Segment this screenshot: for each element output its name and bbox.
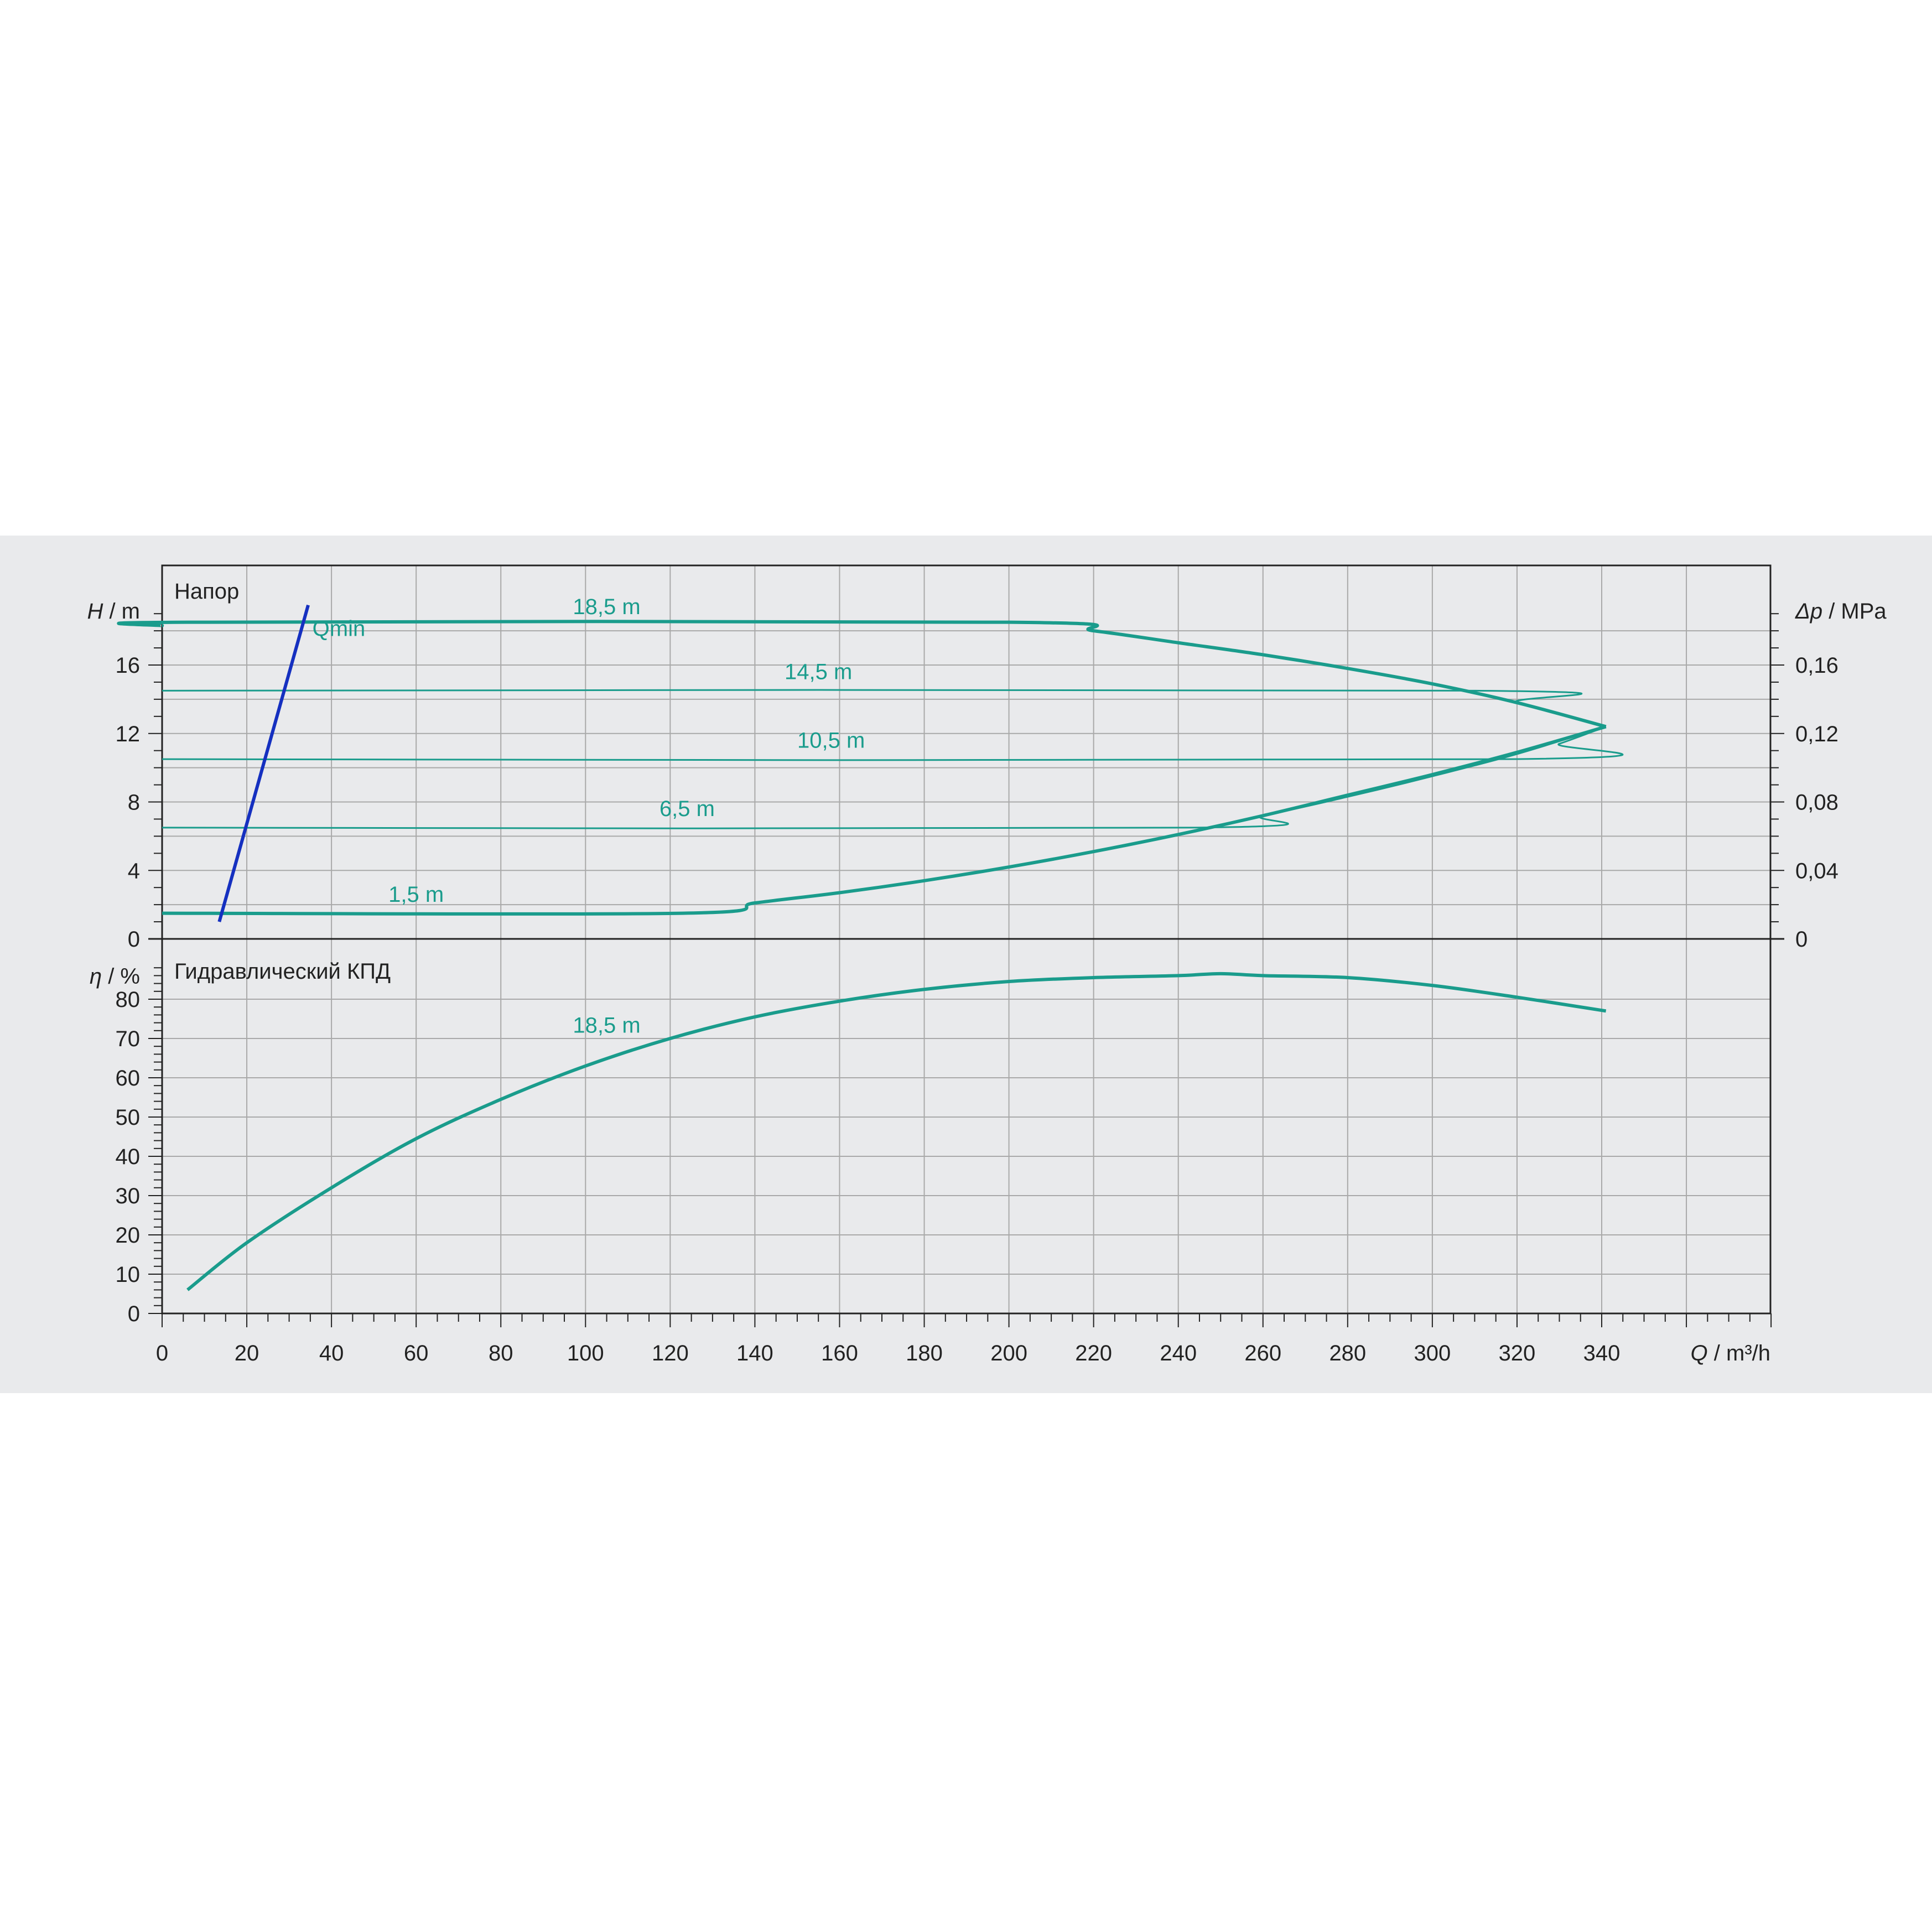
- eff-y-tick-label: 10: [116, 1263, 141, 1287]
- eff-chart-title: Гидравлический КПД: [174, 959, 391, 984]
- head-curve-185: [117, 620, 1607, 729]
- curves: [117, 604, 1624, 1291]
- head-y-tick-label: 12: [116, 722, 141, 746]
- eff-axis-title: η / %: [90, 964, 140, 989]
- pressure-y-tick-label: 0,16: [1795, 653, 1838, 678]
- x-tick-label: 300: [1414, 1341, 1451, 1365]
- pressure-y-tick-label: 0,12: [1795, 722, 1838, 746]
- head-chart-title: Напор: [174, 579, 239, 604]
- head-curve-label: 1,5 m: [388, 882, 444, 907]
- x-tick-label: 320: [1499, 1341, 1536, 1365]
- pressure-y-tick-label: 0: [1795, 927, 1808, 952]
- head-curve-label: 18,5 m: [573, 595, 640, 619]
- x-tick-label: 120: [652, 1341, 689, 1365]
- eff-y-tick-label: 0: [128, 1302, 140, 1326]
- head-curve-label: 10,5 m: [797, 728, 865, 752]
- head-axis-title: H / m: [87, 599, 140, 624]
- head-curve-label: 6,5 m: [659, 797, 715, 821]
- x-tick-label: 200: [990, 1341, 1027, 1365]
- x-tick-label: 140: [736, 1341, 773, 1365]
- head-chart-grid: [162, 565, 1770, 939]
- head-curve-145: [162, 689, 1607, 728]
- pressure-y-tick-label: 0,04: [1795, 859, 1838, 883]
- x-tick-label: 40: [319, 1341, 344, 1365]
- eff-y-tick-label: 60: [116, 1066, 141, 1090]
- x-tick-label: 340: [1583, 1341, 1621, 1365]
- eff-y-tick-label: 80: [116, 988, 141, 1012]
- plot-frames: [148, 564, 1784, 1327]
- x-tick-label: 0: [156, 1341, 168, 1365]
- efficiency-chart-grid: [162, 939, 1770, 1313]
- flow-axis-title: Q / m³/h: [1691, 1341, 1770, 1365]
- x-tick-label: 180: [906, 1341, 943, 1365]
- pressure-axis-title: Δp / MPa: [1795, 599, 1887, 624]
- head-curve-15: [162, 725, 1607, 916]
- head-y-tick-label: 16: [116, 653, 141, 678]
- x-tick-label: 100: [567, 1341, 604, 1365]
- x-tick-label: 60: [404, 1341, 429, 1365]
- x-tick-label: 260: [1244, 1341, 1281, 1365]
- head-curve-label: 14,5 m: [785, 660, 852, 684]
- chart-panel: 0 4 8 12 16 0 0,04 0,08 0,12 0,16 0 10 20 30 40 50 60 70 8…: [0, 536, 1932, 1393]
- head-curve-105: [162, 725, 1624, 761]
- head-curve-65: [162, 725, 1607, 830]
- head-y-tick-label: 4: [128, 859, 140, 883]
- eff-y-tick-label: 50: [116, 1105, 141, 1130]
- efficiency-curve-label: 18,5 m: [573, 1013, 640, 1037]
- eff-y-tick-label: 70: [116, 1027, 141, 1051]
- qmin-line: [217, 604, 310, 922]
- eff-y-tick-label: 20: [116, 1223, 141, 1248]
- pump-performance-chart: 048121600,040,080,120,160102030405060708…: [87, 564, 1887, 1365]
- eff-y-tick-label: 30: [116, 1184, 141, 1208]
- head-y-tick-label: 0: [128, 927, 140, 952]
- x-tick-label: 280: [1329, 1341, 1366, 1365]
- x-tick-label: 220: [1075, 1341, 1112, 1365]
- pressure-y-tick-label: 0,08: [1795, 791, 1838, 815]
- eff-y-tick-label: 40: [116, 1145, 141, 1169]
- x-tick-label: 160: [821, 1341, 858, 1365]
- efficiency-curve: [186, 972, 1607, 1291]
- labels: 048121600,040,080,120,160102030405060708…: [87, 579, 1887, 1365]
- x-tick-label: 80: [489, 1341, 513, 1365]
- head-y-tick-label: 8: [128, 791, 140, 815]
- x-tick-label: 240: [1160, 1341, 1197, 1365]
- x-tick-label: 20: [235, 1341, 259, 1365]
- qmin-label: Qmin: [313, 616, 366, 641]
